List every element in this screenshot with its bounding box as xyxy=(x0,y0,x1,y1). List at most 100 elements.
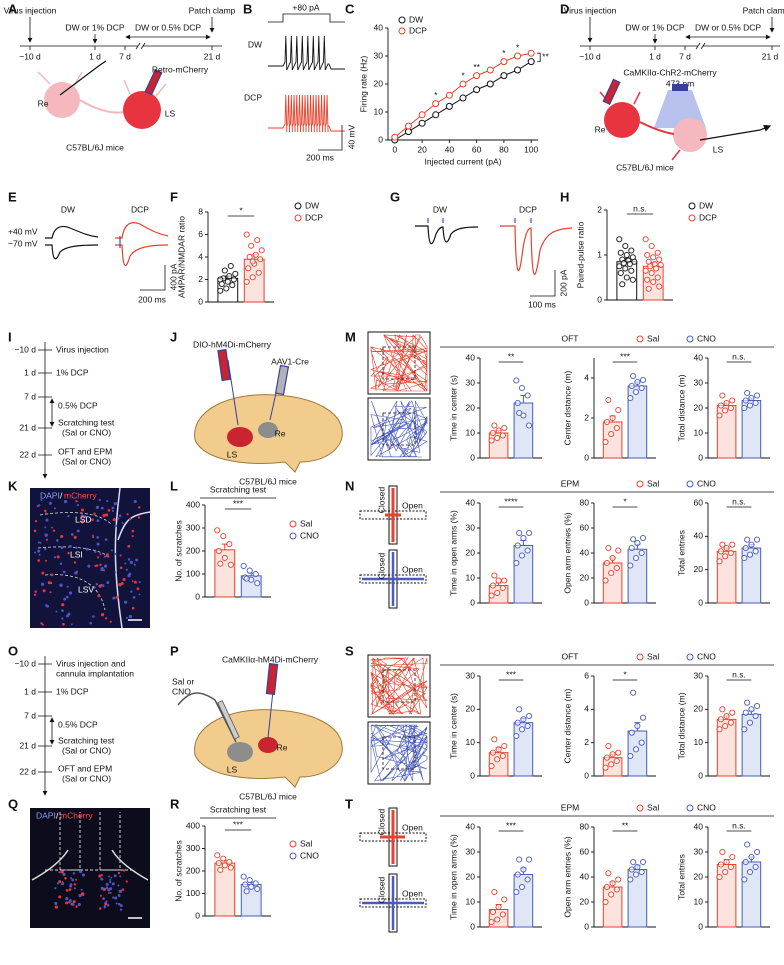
label: Retro-mCherry xyxy=(152,64,209,74)
point xyxy=(215,860,222,867)
point xyxy=(245,265,252,272)
point xyxy=(742,397,749,404)
y-tick-label: 20 xyxy=(466,704,476,714)
significance: ** xyxy=(542,52,549,62)
point xyxy=(516,409,523,417)
significance: * xyxy=(239,205,243,215)
cell xyxy=(68,899,72,903)
point xyxy=(520,716,527,723)
label: C57BL/6J mice xyxy=(239,791,297,801)
cell xyxy=(107,892,110,894)
trace xyxy=(268,35,345,71)
point xyxy=(627,562,634,569)
panel-o: −10 d 1 d 7 d 21 d 22 d Virus injection … xyxy=(14,656,134,796)
point xyxy=(642,267,649,274)
point xyxy=(513,377,520,384)
point xyxy=(748,853,755,861)
point xyxy=(221,267,228,274)
significance: ** xyxy=(473,62,480,72)
label: C57BL/6J mice xyxy=(616,162,674,172)
panel-letter: J xyxy=(170,329,177,344)
chart-title: OFT xyxy=(562,333,579,343)
cell xyxy=(67,514,70,518)
cell xyxy=(118,583,122,587)
label: CaMKIIα-ChR2-mCherry xyxy=(623,67,717,77)
label: LSV xyxy=(78,584,94,594)
point xyxy=(640,858,647,866)
legend-label: DW xyxy=(699,200,713,210)
point xyxy=(254,885,261,893)
label: Re xyxy=(277,742,288,752)
track xyxy=(370,724,428,783)
legend-label: CNO xyxy=(697,802,716,812)
scale-bar xyxy=(140,265,166,291)
y-tick-label: 30 xyxy=(466,377,476,387)
label: 200 ms xyxy=(306,152,334,162)
cell xyxy=(44,548,47,551)
cell xyxy=(54,901,58,905)
point xyxy=(217,276,224,283)
cell xyxy=(45,538,48,541)
point xyxy=(616,236,623,243)
point xyxy=(744,841,751,848)
cell xyxy=(117,871,121,875)
y-tick-label: 0 xyxy=(584,452,589,462)
micrograph xyxy=(30,488,150,628)
label: mCherry xyxy=(64,490,97,500)
significance: ** xyxy=(622,820,629,830)
y-tick-label: 10 xyxy=(466,572,476,582)
cell xyxy=(119,875,122,878)
point xyxy=(632,554,640,562)
point xyxy=(716,412,723,419)
cell xyxy=(136,587,140,591)
point xyxy=(514,719,521,726)
cell xyxy=(44,559,47,562)
y-tick-label: 60 xyxy=(580,522,590,532)
point xyxy=(432,100,440,108)
cell xyxy=(44,512,47,515)
syringe xyxy=(144,69,163,96)
cell xyxy=(74,571,78,575)
legend-marker xyxy=(398,16,406,24)
significance: n.s. xyxy=(633,203,647,213)
label: AAV1-Cre xyxy=(271,356,309,366)
point xyxy=(638,739,645,746)
label: DW or 0.5% DCP xyxy=(695,22,761,32)
point xyxy=(249,274,256,281)
y-tick-label: 20 xyxy=(374,78,384,88)
cell xyxy=(113,874,117,878)
point xyxy=(527,58,535,66)
legend-label: DCP xyxy=(305,212,323,222)
trace xyxy=(45,244,99,260)
legend-marker xyxy=(688,202,696,210)
track xyxy=(380,810,405,864)
label: 1 d xyxy=(24,686,36,696)
timeline xyxy=(580,42,780,50)
cell xyxy=(73,887,76,890)
point xyxy=(488,918,495,926)
point xyxy=(518,384,526,392)
cell xyxy=(106,903,110,907)
label: DW xyxy=(61,204,75,214)
cell xyxy=(80,888,83,891)
point xyxy=(723,858,730,866)
cell xyxy=(102,513,106,518)
panel-i: −10 d 1 d 7 d 21 d 22 d Virus injection … xyxy=(14,342,115,479)
cell xyxy=(119,554,122,557)
point xyxy=(729,397,736,404)
trace xyxy=(268,94,345,133)
cell xyxy=(105,886,109,890)
cell xyxy=(66,614,70,618)
cell xyxy=(48,501,52,505)
point xyxy=(459,94,467,102)
point xyxy=(727,863,734,871)
point xyxy=(491,422,498,429)
y-axis-label: Firing rate (Hz) xyxy=(358,56,368,113)
cell xyxy=(117,894,121,897)
label: (Sal or CNO) xyxy=(62,456,111,466)
cell xyxy=(60,870,64,874)
point xyxy=(628,382,635,390)
point xyxy=(404,122,412,130)
syringe xyxy=(602,78,621,105)
y-tick-label: 0 xyxy=(698,452,703,462)
